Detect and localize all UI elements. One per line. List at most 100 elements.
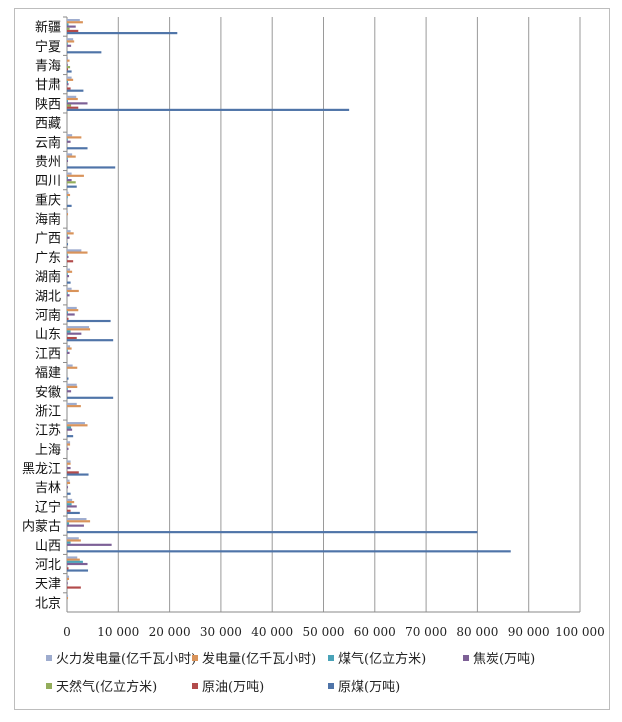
- bar-江苏-1: [67, 424, 88, 427]
- bar-福建-1: [67, 366, 78, 369]
- y-category-label: 安徽: [35, 385, 61, 400]
- bar-吉林-0: [67, 479, 70, 482]
- y-category-label: 浙江: [35, 404, 61, 419]
- bar-上海-1: [67, 443, 71, 446]
- bar-内蒙古-6: [67, 531, 478, 534]
- bar-安徽-0: [67, 383, 77, 386]
- y-category-label: 河南: [35, 308, 61, 324]
- bar-四川-2: [67, 176, 69, 180]
- bar-山西-2: [67, 541, 71, 544]
- bar-青海-5: [67, 68, 69, 71]
- bar-贵州-0: [67, 153, 73, 156]
- bar-新疆-6: [67, 32, 178, 35]
- y-category-label: 黑龙江: [22, 462, 61, 477]
- legend-label: 火力发电量(亿千瓦小时): [56, 652, 197, 667]
- bar-山东-5: [67, 336, 77, 340]
- bar-天津-5: [67, 586, 81, 589]
- bar-吉林-3: [67, 486, 69, 489]
- bar-甘肃-6: [67, 89, 84, 92]
- bar-青海-6: [67, 70, 72, 73]
- bar-青海-4: [67, 66, 71, 69]
- y-category-label: 西藏: [35, 117, 61, 132]
- x-tick-label: 100 000: [555, 625, 605, 639]
- bar-黑龙江-3: [67, 466, 71, 470]
- legend-item: 火力发电量(亿千瓦小时): [46, 648, 196, 667]
- y-category-label: 江苏: [35, 423, 61, 439]
- bar-江苏-3: [67, 428, 73, 431]
- y-category-label: 山东: [35, 328, 61, 343]
- bar-四川-1: [67, 174, 84, 177]
- bar-安徽-6: [67, 396, 114, 399]
- legend-label: 煤气(亿立方米): [338, 652, 427, 667]
- bar-江苏-2: [67, 426, 72, 429]
- bar-广西-0: [67, 230, 71, 233]
- bar-新疆-0: [67, 19, 80, 22]
- bar-山西-3: [67, 543, 112, 546]
- bar-山东-2: [67, 330, 71, 333]
- bar-江苏-0: [67, 422, 85, 425]
- bar-天津-0: [67, 575, 70, 578]
- legend-swatch: [328, 654, 334, 661]
- bar-辽宁-0: [67, 498, 73, 502]
- bar-北京-0: [67, 594, 69, 597]
- bar-新疆-3: [67, 25, 76, 28]
- bar-江苏-6: [67, 435, 74, 438]
- bar-浙江-1: [67, 405, 81, 408]
- bar-江西-0: [67, 345, 71, 348]
- bar-黑龙江-6: [67, 473, 89, 476]
- bar-重庆-1: [67, 193, 71, 197]
- y-category-label: 湖北: [35, 289, 61, 304]
- y-category-label: 新疆: [35, 20, 61, 36]
- y-category-label: 上海: [35, 443, 61, 458]
- bar-湖北-2: [67, 292, 68, 295]
- x-tick-label: 60 000: [354, 625, 396, 639]
- bar-河南-5: [67, 317, 69, 320]
- bar-陕西-0: [67, 95, 77, 98]
- bar-河南-1: [67, 309, 79, 312]
- bar-新疆-2: [67, 23, 69, 26]
- bar-江西-2: [67, 349, 68, 352]
- bar-云南-6: [67, 147, 88, 150]
- legend-label: 原煤(万吨): [338, 680, 401, 695]
- bar-湖南-1: [67, 270, 73, 273]
- bar-云南-2: [67, 138, 68, 141]
- bar-宁夏-1: [67, 40, 75, 43]
- y-category-label: 云南: [35, 135, 61, 151]
- bar-湖南-3: [67, 275, 70, 278]
- bar-上海-0: [67, 441, 71, 444]
- legend-item: 焦炭(万吨): [463, 648, 535, 667]
- bar-辽宁-6: [67, 511, 80, 515]
- bar-青海-1: [67, 59, 70, 62]
- bar-安徽-2: [67, 388, 68, 391]
- bar-青海-3: [67, 63, 68, 67]
- bar-四川-4: [67, 181, 76, 184]
- bar-辽宁-2: [67, 503, 72, 506]
- bar-天津-1: [67, 577, 70, 580]
- x-tick-label: 20 000: [149, 625, 191, 639]
- bar-山西-1: [67, 539, 81, 542]
- bar-云南-0: [67, 134, 73, 137]
- bar-陕西-2: [67, 100, 69, 103]
- bar-河北-0: [67, 556, 78, 559]
- y-category-label: 贵州: [35, 155, 61, 170]
- bar-山东-6: [67, 339, 114, 342]
- legend-item: 原油(万吨): [192, 676, 264, 695]
- bar-河南-3: [67, 313, 75, 316]
- bar-广东-1: [67, 251, 88, 254]
- bar-宁夏-0: [67, 38, 74, 41]
- bar-陕西-4: [67, 104, 72, 107]
- x-tick-label: 50 000: [303, 625, 345, 639]
- bar-河南-2: [67, 311, 69, 314]
- bar-四川-3: [67, 179, 72, 182]
- bar-辽宁-3: [67, 505, 77, 508]
- bar-广东-2: [67, 253, 68, 256]
- bar-青海-0: [67, 57, 69, 60]
- bar-贵州-6: [67, 166, 116, 169]
- bar-河南-0: [67, 306, 77, 310]
- bar-新疆-5: [67, 29, 79, 33]
- bar-上海-3: [67, 447, 69, 450]
- bar-湖南-0: [67, 268, 71, 271]
- bar-湖南-6: [67, 281, 71, 284]
- bar-山东-1: [67, 328, 91, 331]
- bar-湖北-0: [67, 287, 72, 290]
